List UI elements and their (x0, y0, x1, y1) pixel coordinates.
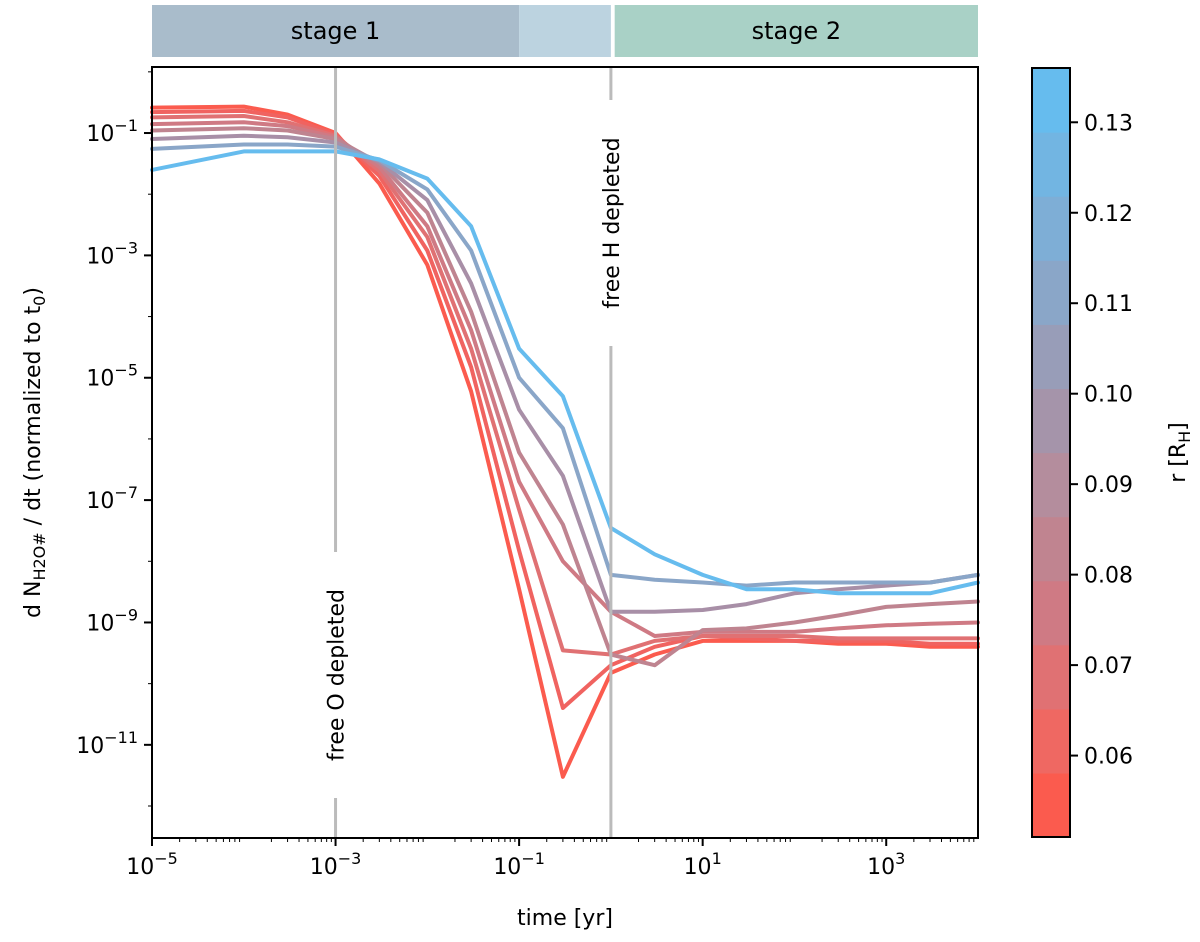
colorbar-label-prefix: r [R (1166, 443, 1191, 483)
x-tick-label-4: 103 (867, 849, 905, 880)
y-axis-label-sub2: 0 (30, 296, 49, 306)
series-line-5 (150, 133, 980, 614)
colorbar-band-4 (1032, 516, 1070, 582)
y-tick-label-1: 10−3 (86, 238, 138, 269)
colorbar-tick-label-1: 0.07 (1084, 654, 1133, 679)
colorbar-band-7 (1032, 324, 1070, 390)
colorbar-label-suffix: ] (1166, 422, 1191, 431)
stage-label-2: stage 2 (752, 17, 842, 45)
vline-layer: free O depleted free H depleted (325, 67, 625, 838)
x-axis-label: time [yr] (517, 906, 613, 931)
colorbar-band-5 (1032, 452, 1070, 518)
series-line-4 (150, 126, 980, 668)
y-axis-label-sub: H2O# (30, 532, 49, 580)
colorbar-tick-label-7: 0.13 (1084, 111, 1133, 136)
y-tick-label-2: 10−5 (86, 361, 138, 392)
y-axis-label-prefix: d N (21, 581, 46, 618)
y-tick-exp-4: −9 (114, 605, 138, 624)
colorbar-band-9 (1032, 196, 1070, 261)
y-tick-base-2: 10 (86, 367, 114, 392)
colorbar-label: r [RH] (1166, 422, 1194, 483)
y-tick-label-5: 10−11 (76, 728, 138, 759)
stage-label-0: stage 1 (291, 17, 381, 45)
vline-label-1: free H depleted (600, 137, 625, 308)
stage-band-0 (152, 5, 520, 57)
colorbar-tick-label-0: 0.06 (1084, 745, 1133, 770)
colorbar-tick-label-5: 0.11 (1084, 292, 1133, 317)
y-axis-label: d NH2O# / dt (normalized to t0) (21, 287, 49, 618)
plot-frame (151, 66, 979, 839)
colorbar-frame (1031, 67, 1071, 838)
series-line-3 (150, 120, 980, 638)
y-tick-base-5: 10 (76, 734, 104, 759)
y-tick-base-0: 10 (86, 122, 114, 147)
x-tick-base-2: 10 (493, 855, 521, 880)
y-tick-exp-2: −5 (114, 361, 138, 380)
x-tick-exp-1: −3 (338, 849, 362, 868)
y-tick-exp-1: −3 (114, 238, 138, 257)
colorbar-tick-label-2: 0.08 (1084, 564, 1133, 589)
colorbar-band-8 (1032, 260, 1070, 325)
y-tick-label-4: 10−9 (86, 605, 138, 636)
colorbar-bands (1032, 68, 1070, 838)
x-tick-exp-4: 3 (895, 849, 905, 868)
colorbar-ticks: 0.06 0.07 0.08 0.09 0.10 0.11 0.12 0.13 (1070, 111, 1133, 770)
y-tick-exp-0: −1 (114, 116, 138, 135)
y-axis-label-middle: / dt (normalized to t (21, 305, 46, 532)
y-tick-exp-3: −7 (114, 483, 138, 502)
y-axis: 10−110−310−510−710−910−11 (76, 71, 152, 807)
x-tick-base-0: 10 (126, 855, 154, 880)
y-tick-base-3: 10 (86, 489, 114, 514)
y-tick-base-4: 10 (86, 611, 114, 636)
x-tick-base-4: 10 (867, 855, 895, 880)
colorbar-tick-label-4: 0.10 (1084, 383, 1133, 408)
stage-band-2 (614, 5, 978, 57)
colorbar: 0.06 0.07 0.08 0.09 0.10 0.11 0.12 0.13 r [RH] (1031, 67, 1194, 838)
x-tick-label-2: 10−1 (493, 849, 545, 880)
x-tick-exp-3: 1 (712, 849, 722, 868)
x-axis: 10−5 10−3 10−1 101 103 (126, 838, 975, 880)
x-tick-exp-2: −1 (521, 849, 545, 868)
colorbar-tick-label-6: 0.12 (1084, 202, 1133, 227)
colorbar-band-0 (1032, 772, 1070, 838)
x-tick-base-1: 10 (310, 855, 338, 880)
colorbar-band-2 (1032, 644, 1070, 710)
x-tick-exp-0: −5 (154, 849, 178, 868)
y-tick-exp-5: −11 (104, 728, 138, 747)
x-tick-label-0: 10−5 (126, 849, 178, 880)
colorbar-tick-label-3: 0.09 (1084, 473, 1133, 498)
stage-band-1 (519, 5, 611, 57)
series-line-6 (150, 142, 980, 588)
y-axis-label-suffix: ) (21, 287, 46, 296)
x-tick-label-3: 101 (684, 849, 722, 880)
y-tick-label-3: 10−7 (86, 483, 138, 514)
series-line-2 (150, 114, 980, 657)
colorbar-band-10 (1032, 132, 1070, 197)
series-layer (150, 104, 980, 779)
y-tick-base-1: 10 (86, 244, 114, 269)
colorbar-label-sub: H (1175, 431, 1194, 443)
series-line-7 (150, 149, 980, 596)
colorbar-band-3 (1032, 580, 1070, 646)
series-line-0 (150, 104, 980, 779)
colorbar-band-1 (1032, 708, 1070, 774)
series-line-1 (150, 108, 980, 710)
y-tick-label-0: 10−1 (86, 116, 138, 147)
colorbar-band-11 (1032, 68, 1070, 133)
x-tick-label-1: 10−3 (310, 849, 362, 880)
stage-bar: stage 1 stage 2 (152, 5, 978, 57)
x-tick-base-3: 10 (684, 855, 712, 880)
vline-label-0: free O depleted (325, 589, 350, 761)
colorbar-band-6 (1032, 388, 1070, 454)
